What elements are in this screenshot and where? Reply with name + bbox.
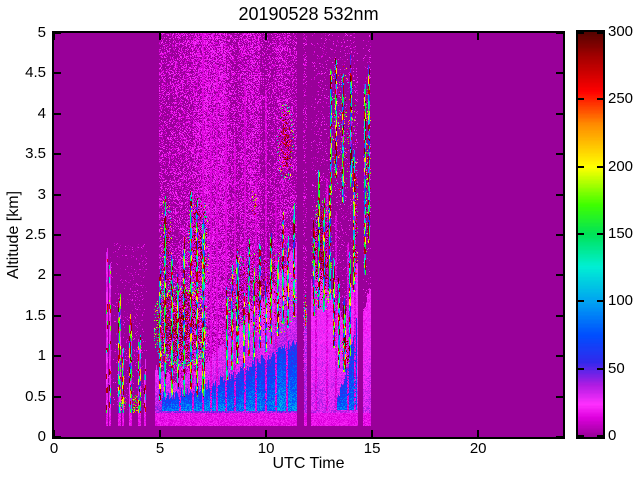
y-tick-label: 3 xyxy=(37,185,46,203)
y-tick-right xyxy=(556,355,563,358)
y-tick-right xyxy=(556,153,563,156)
y-tick xyxy=(54,153,61,156)
y-tick xyxy=(54,193,61,196)
x-tick xyxy=(53,430,55,437)
colorbar-tick-label: 250 xyxy=(608,90,634,108)
colorbar-tick-label: 0 xyxy=(608,427,617,444)
colorbar-tick-right xyxy=(597,233,603,235)
y-tick xyxy=(54,314,61,317)
x-tick-top xyxy=(371,33,374,40)
colorbar-tick-label: 50 xyxy=(608,359,625,377)
y-tick-right xyxy=(556,72,563,75)
y-tick-right xyxy=(556,274,563,277)
x-tick xyxy=(371,430,374,437)
y-tick xyxy=(54,355,61,358)
y-tick-label: 4.5 xyxy=(25,64,46,82)
colorbar-tick-label: 300 xyxy=(608,23,634,40)
y-tick-label: 0 xyxy=(37,428,46,445)
x-tick-top xyxy=(53,33,55,40)
x-tick-label: 10 xyxy=(257,440,275,457)
plot-area xyxy=(52,31,565,439)
y-tick-label: 2 xyxy=(37,266,46,284)
y-tick xyxy=(54,274,61,277)
y-tick-right xyxy=(556,112,563,115)
colorbar-tick-label: 200 xyxy=(608,157,634,175)
colorbar-tick xyxy=(578,32,584,34)
x-tick xyxy=(477,430,480,437)
x-tick-top xyxy=(477,33,480,40)
y-tick-right xyxy=(556,193,563,196)
colorbar-tick-right xyxy=(597,165,603,168)
y-tick xyxy=(54,112,61,115)
colorbar-tick xyxy=(578,98,584,101)
colorbar-tick-label: 150 xyxy=(608,225,634,242)
x-tick-label: 0 xyxy=(49,440,59,457)
x-tick-label: 15 xyxy=(363,440,381,457)
colorbar-tick-right xyxy=(597,435,603,437)
x-axis-label: UTC Time xyxy=(272,455,345,472)
colorbar-tick xyxy=(578,233,584,235)
y-tick xyxy=(54,395,61,398)
colorbar-tick-right xyxy=(597,32,603,34)
y-tick-right xyxy=(556,436,563,438)
colorbar-tick-label: 100 xyxy=(608,292,634,310)
colorbar-tick-right xyxy=(597,300,603,303)
y-tick-label: 1 xyxy=(37,347,46,365)
y-tick-right xyxy=(556,32,563,34)
x-tick xyxy=(159,430,162,437)
colorbar-tick xyxy=(578,367,584,370)
y-tick-label: 2.5 xyxy=(25,226,46,243)
x-tick-top xyxy=(159,33,162,40)
x-tick-top xyxy=(265,33,268,40)
y-tick-label: 4 xyxy=(37,104,46,122)
y-tick-right xyxy=(556,314,563,317)
y-tick-label: 1.5 xyxy=(25,306,46,324)
chart-title: 20190528 532nm xyxy=(238,4,379,24)
colorbar-tick-right xyxy=(597,98,603,101)
y-tick-label: 0.5 xyxy=(25,387,46,405)
colorbar-tick xyxy=(578,300,584,303)
colorbar-tick xyxy=(578,165,584,168)
y-tick-label: 5 xyxy=(37,24,46,41)
x-tick-label: 5 xyxy=(155,440,165,457)
colorbar-tick-right xyxy=(597,367,603,370)
y-tick xyxy=(54,72,61,75)
y-tick-label: 3.5 xyxy=(25,145,46,163)
y-tick xyxy=(54,234,61,236)
x-tick-label: 20 xyxy=(469,440,487,457)
y-tick xyxy=(54,436,61,438)
colorbar-tick xyxy=(578,435,584,437)
y-tick-right xyxy=(556,395,563,398)
y-tick xyxy=(54,32,61,34)
y-tick-right xyxy=(556,234,563,236)
heatmap-canvas xyxy=(54,33,563,437)
x-tick xyxy=(265,430,268,437)
